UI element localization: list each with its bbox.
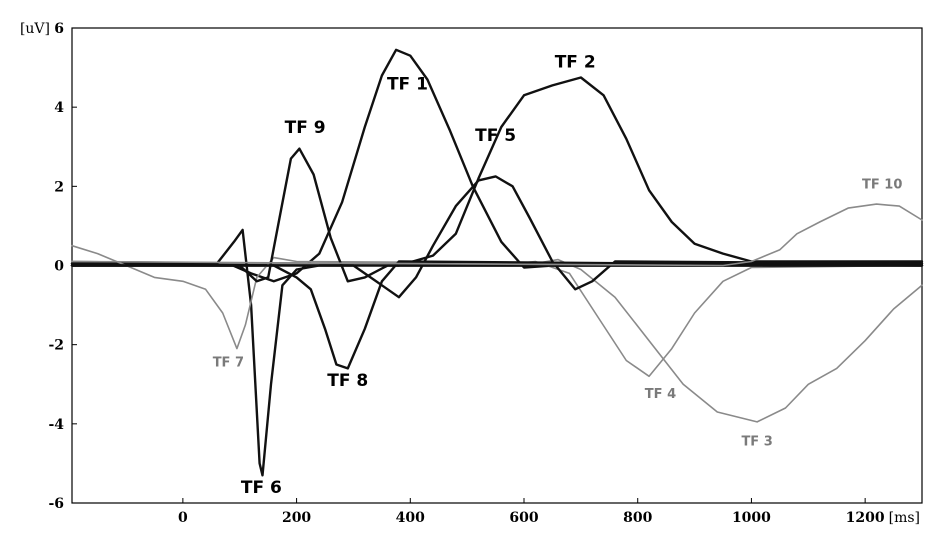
- series-label-tf-3: TF 3: [741, 435, 772, 450]
- x-axis-ticks: 0 200 400 600 800 1000 1200: [178, 498, 885, 526]
- x-tick-label: 0: [178, 510, 188, 526]
- series-line-tf-9: [70, 147, 924, 283]
- series-line-tf-4: [71, 260, 923, 378]
- series-labels: TF 1 TF 2 TF 3 TF 4 TF 5 TF 6 TF 7 TF 8 TF 9 TF 1…: [213, 53, 903, 499]
- y-axis-ticks: 6 4 2 0 -2 -4 -6: [48, 21, 77, 512]
- x-tick-label: 1200: [846, 510, 885, 526]
- y-tick-label: -6: [48, 496, 64, 512]
- x-axis-unit: [ms]: [889, 510, 920, 526]
- series-line-tf-2: [70, 76, 924, 267]
- y-tick-label: -2: [48, 338, 64, 354]
- series-label-tf-8: TF 8: [327, 371, 368, 391]
- series-label-tf-7: TF 7: [213, 355, 244, 370]
- x-tick-label: 800: [623, 510, 652, 526]
- x-tick-label: 600: [509, 510, 538, 526]
- series-line-tf-6: [70, 228, 924, 477]
- series-line-tf-3: [71, 258, 923, 423]
- series-label-tf-6: TF 6: [241, 478, 282, 498]
- y-tick-label: 0: [54, 259, 64, 275]
- y-tick-label: 2: [54, 179, 64, 195]
- series-line-tf-1: [70, 48, 924, 283]
- y-tick-label: 4: [54, 100, 64, 116]
- y-tick-label: 6: [54, 21, 64, 37]
- x-tick-label: 200: [282, 510, 311, 526]
- x-tick-label: 1000: [732, 510, 771, 526]
- series-label-tf-5: TF 5: [475, 126, 516, 146]
- series-line-tf-5: [70, 175, 924, 299]
- series-line-tf-8: [70, 260, 924, 370]
- series-label-tf-9: TF 9: [285, 118, 326, 138]
- series-line-tf-10: [71, 203, 923, 267]
- y-axis-unit: [uV]: [20, 21, 50, 37]
- series-label-tf-10: TF 10: [862, 177, 902, 192]
- y-tick-label: -4: [48, 417, 64, 433]
- series-label-tf-1: TF 1: [387, 74, 428, 94]
- series-label-tf-4: TF 4: [645, 387, 676, 402]
- x-tick-label: 400: [396, 510, 425, 526]
- series-label-tf-2: TF 2: [555, 53, 596, 73]
- series-lines: [70, 48, 924, 477]
